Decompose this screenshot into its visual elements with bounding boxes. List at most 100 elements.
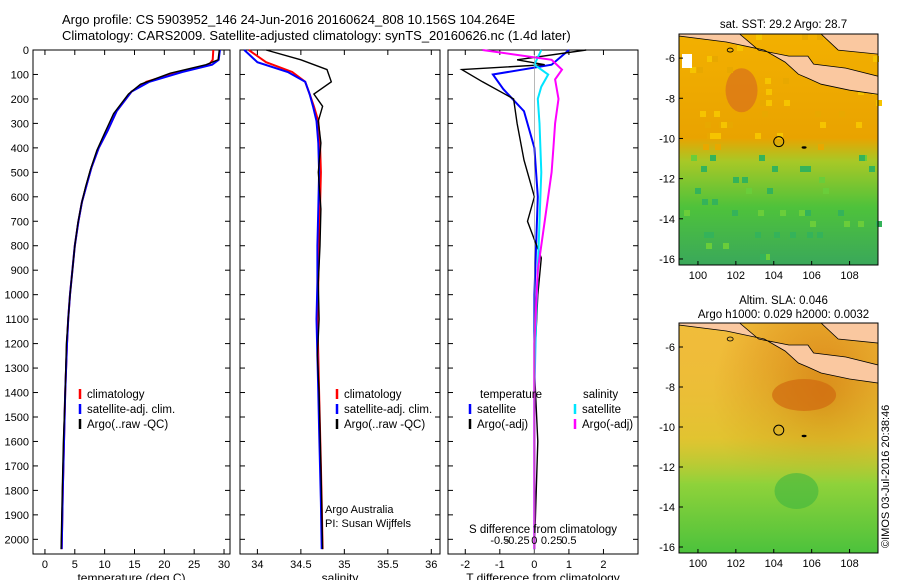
x-tick-label: -2	[460, 559, 470, 571]
sst-pixel	[701, 166, 707, 172]
climatology-title: Climatology: CARS2009. Satellite-adjuste…	[62, 28, 571, 43]
sst-pixel	[802, 34, 808, 40]
x-tick-label: 0	[531, 559, 537, 571]
sst-pixel	[705, 122, 711, 128]
sst-pixel	[732, 210, 738, 216]
sst-pixel	[697, 67, 703, 73]
lon-tick-label: 102	[727, 270, 745, 282]
x-tick-label: 25	[188, 559, 200, 571]
sst-pixel	[818, 144, 824, 150]
sst-pixel	[838, 210, 844, 216]
lat-tick-label: -14	[659, 502, 675, 514]
y-tick-label: 800	[11, 241, 29, 253]
series-line-satelliteadjclim	[243, 49, 323, 550]
salinity-tick-label: 0	[531, 535, 537, 547]
lat-tick-label: -10	[659, 422, 675, 434]
x-tick-label: 5	[72, 559, 78, 571]
sst-pixel	[703, 144, 709, 150]
sst-pixel	[804, 166, 810, 172]
lat-tick-label: -8	[665, 382, 675, 394]
y-tick-label: 1300	[5, 363, 29, 375]
sst-pixel	[759, 155, 765, 161]
y-tick-label: 100	[11, 69, 29, 81]
sla_map: 100 102 104 106 108 -6 -8 -10 -12 -14 -16 Altim. SL…	[659, 295, 879, 570]
sst-pixel	[767, 188, 773, 194]
y-tick-label: 0	[23, 45, 29, 57]
x-tick-label: 34.5	[290, 559, 311, 571]
temperature-panel: 0 5 10 15 20 25 300100200300400500600700800900…	[5, 45, 231, 580]
sst-pixel	[712, 199, 718, 205]
sst-pixel	[714, 111, 720, 117]
sst-pixel	[844, 221, 850, 227]
y-tick-label: 600	[11, 192, 29, 204]
y-tick-label: 1500	[5, 412, 29, 424]
sst-pixel	[780, 210, 786, 216]
y-tick-label: 700	[11, 216, 29, 228]
legend-entry: satellite-adj. clim.	[87, 404, 175, 416]
lon-tick-label: 100	[689, 270, 707, 282]
x-tick-label: -1	[495, 559, 505, 571]
sst-pixel	[876, 221, 882, 227]
lon-tick-label: 108	[840, 558, 858, 570]
x-tick-label: 0	[42, 559, 48, 571]
christmas-island	[801, 146, 807, 149]
y-tick-label: 1800	[5, 485, 29, 497]
missing-data	[682, 54, 692, 68]
sst-pixel	[755, 232, 761, 238]
map-subtitle: Argo h1000: 0.029 h2000: 0.0032	[698, 309, 869, 321]
legend-entry: Argo(-adj)	[477, 419, 528, 431]
lat-tick-label: -8	[665, 93, 675, 105]
sst-pixel	[755, 133, 761, 139]
sst-pixel	[762, 111, 768, 117]
sst-pixel	[823, 188, 829, 194]
salinity-tick-label: 0.5	[561, 535, 576, 547]
sst-pixel	[777, 133, 783, 139]
top-axis-label: S difference from climatology	[469, 524, 617, 536]
sst-pixel	[805, 210, 811, 216]
lat-tick-label: -12	[659, 462, 675, 474]
series-line-argorawqc	[265, 49, 333, 550]
sst-pixel	[766, 100, 772, 106]
legend-entry: satellite	[477, 404, 516, 416]
sst-pixel	[766, 89, 772, 95]
x-tick-label: 20	[158, 559, 170, 571]
sst-pixel	[702, 199, 708, 205]
sst-pixel	[869, 166, 875, 172]
salinity-panel: 34 34.5 35 35.5 36 salinity climatology satelli…	[239, 49, 441, 580]
island	[726, 47, 734, 53]
legend-entry: satellite	[582, 404, 621, 416]
sst-pixel	[746, 188, 752, 194]
lon-tick-label: 102	[727, 558, 745, 570]
sst-pixel	[873, 56, 879, 62]
lon-tick-label: 106	[802, 270, 820, 282]
sst-pixel	[691, 155, 697, 161]
sst-pixel	[760, 254, 766, 260]
series-line-argoadj	[482, 49, 564, 550]
x-tick-label: 30	[218, 559, 230, 571]
lat-tick-label: -12	[659, 174, 675, 186]
x-tick-label: 2	[600, 559, 606, 571]
sst-pixel	[807, 232, 813, 238]
sst-pixel	[839, 111, 845, 117]
sst-pixel	[799, 210, 805, 216]
salinity-tick-label: -0.25	[505, 535, 530, 547]
lat-tick-label: -6	[665, 342, 675, 354]
y-tick-label: 1700	[5, 461, 29, 473]
x-tick-label: 1	[566, 559, 572, 571]
sst-pixel	[737, 45, 743, 51]
sst-pixel	[684, 210, 690, 216]
sst-pixel	[760, 100, 766, 106]
warm-patch	[725, 68, 758, 113]
sst-pixel	[815, 111, 821, 117]
sst-pixel	[727, 122, 733, 128]
lon-tick-label: 106	[802, 558, 820, 570]
island	[726, 336, 734, 342]
sst-pixel	[764, 254, 770, 260]
sst-pixel	[756, 34, 762, 40]
sst-pixel	[772, 166, 778, 172]
y-tick-label: 200	[11, 94, 29, 106]
sst-pixel	[859, 155, 865, 161]
x-axis-label: temperature (deg C)	[77, 571, 185, 580]
sst-pixel	[723, 243, 729, 249]
lat-tick-label: -16	[659, 254, 675, 266]
